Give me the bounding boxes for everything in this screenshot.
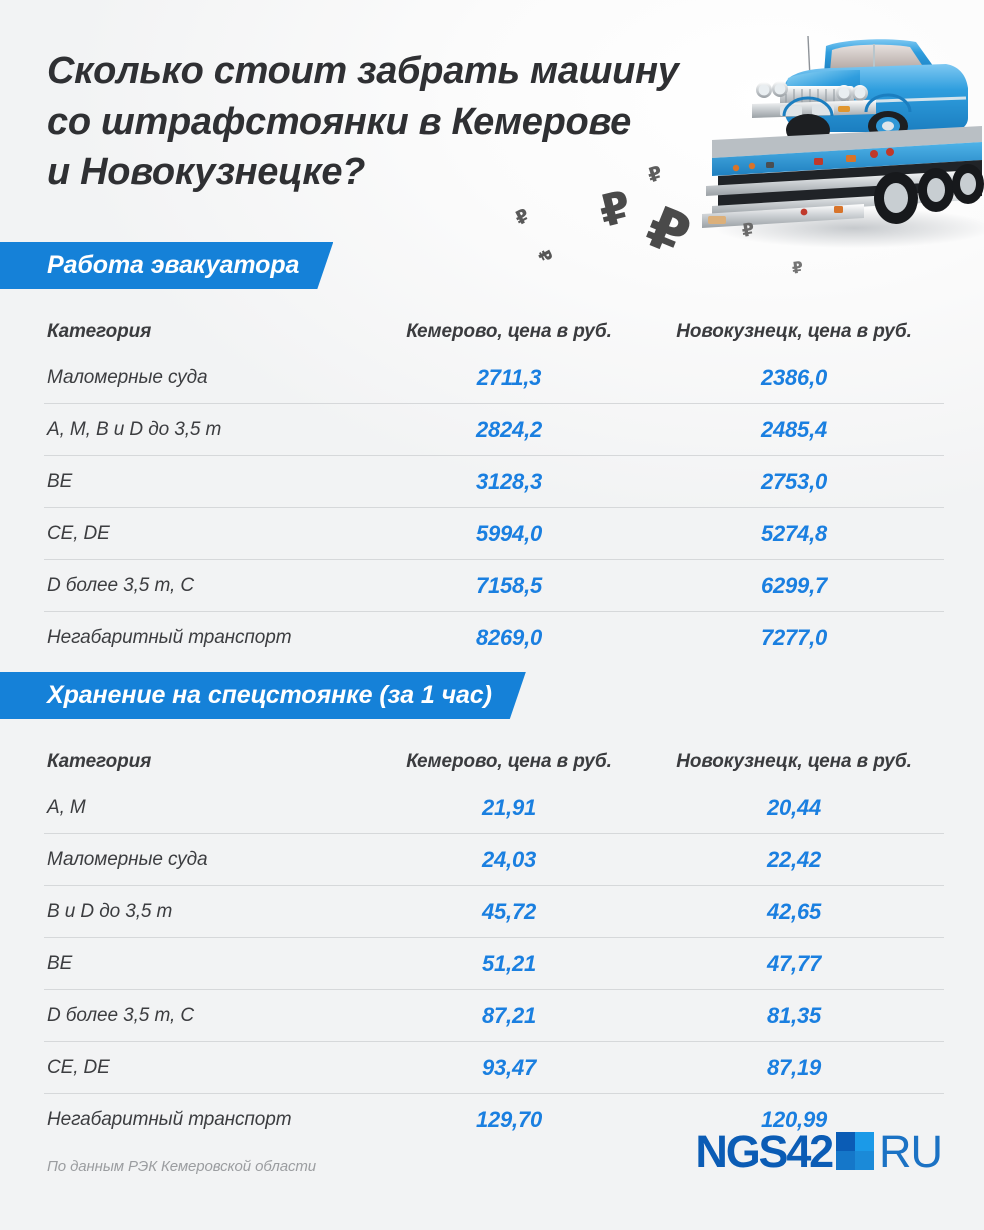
table-row: CE, DE 5994,0 5274,8 xyxy=(44,508,944,560)
column-header-category: Категория xyxy=(47,751,152,772)
logo-wordmark-ngs42: NGS42 xyxy=(695,1125,834,1177)
row-value-novokuznetsk: 6299,7 xyxy=(760,572,828,598)
table-row: CE, DE 93,47 87,19 xyxy=(44,1042,944,1094)
row-value-kemerovo: 45,72 xyxy=(481,898,537,924)
row-value-kemerovo: 5994,0 xyxy=(475,520,543,546)
row-category: CE, DE xyxy=(47,522,110,544)
row-category: A, M xyxy=(47,796,86,818)
table-row: Негабаритный транспорт 129,70 120,99 xyxy=(44,1094,944,1146)
row-value-novokuznetsk: 47,77 xyxy=(766,950,822,976)
row-value-kemerovo: 24,03 xyxy=(481,846,537,872)
row-category: D более 3,5 т, C xyxy=(47,574,194,596)
table-header-row: Категория Кемерово, цена в руб. Новокузн… xyxy=(44,742,944,782)
column-header-novokuznetsk: Новокузнецк, цена в руб. xyxy=(676,321,912,342)
row-value-novokuznetsk: 2386,0 xyxy=(760,364,828,390)
section-banner-storage: Хранение на спецстоянке (за 1 час) xyxy=(0,672,526,719)
ruble-icon: ₽ xyxy=(636,191,700,271)
row-category: Маломерные суда xyxy=(47,848,208,870)
row-value-kemerovo: 8269,0 xyxy=(475,625,543,650)
table-row: Маломерные суда 2711,3 2386,0 xyxy=(44,352,944,404)
table-row: A, M 21,91 20,44 xyxy=(44,782,944,834)
row-value-kemerovo: 51,21 xyxy=(481,950,537,976)
logo-square-icon xyxy=(836,1132,874,1170)
section-banner-label: Работа эвакуатора xyxy=(47,251,300,279)
section-banner-label: Хранение на спецстоянке (за 1 час) xyxy=(47,681,492,709)
table-header-row: Категория Кемерово, цена в руб. Новокузн… xyxy=(44,312,944,352)
row-value-novokuznetsk: 87,19 xyxy=(766,1054,822,1080)
row-value-novokuznetsk: 20,44 xyxy=(766,794,822,820)
row-value-novokuznetsk: 22,42 xyxy=(766,846,822,872)
ngs42-logo[interactable]: NGS42 RU xyxy=(695,1125,943,1177)
table-row: B и D до 3,5 т 45,72 42,65 xyxy=(44,886,944,938)
column-header-kemerovo: Кемерово, цена в руб. xyxy=(406,751,612,772)
ruble-icon: ₽ xyxy=(740,219,757,242)
table-row: D более 3,5 т, C 87,21 81,35 xyxy=(44,990,944,1042)
table-row: BE 51,21 47,77 xyxy=(44,938,944,990)
row-category: Негабаритный транспорт xyxy=(47,627,292,648)
row-value-novokuznetsk: 42,65 xyxy=(766,898,822,924)
row-category: BE xyxy=(47,952,73,974)
row-value-kemerovo: 7158,5 xyxy=(475,572,543,598)
row-category: Маломерные суда xyxy=(47,366,208,388)
row-category: CE, DE xyxy=(47,1056,110,1078)
table-row: Негабаритный транспорт 8269,0 7277,0 xyxy=(44,612,944,664)
row-value-kemerovo: 87,21 xyxy=(481,1002,537,1028)
table-row: Маломерные суда 24,03 22,42 xyxy=(44,834,944,886)
row-value-novokuznetsk: 2485,4 xyxy=(760,416,828,442)
row-category: Негабаритный транспорт xyxy=(47,1109,292,1130)
column-header-novokuznetsk: Новокузнецк, цена в руб. xyxy=(676,751,912,772)
row-category: BE xyxy=(47,470,73,492)
ruble-icon: ₽ xyxy=(790,257,805,278)
table-row: A, M, B и D до 3,5 т 2824,2 2485,4 xyxy=(44,404,944,456)
page-title: Сколько стоит забрать машину со штрафсто… xyxy=(47,50,679,194)
row-category: D более 3,5 т, C xyxy=(47,1004,194,1026)
row-value-kemerovo: 129,70 xyxy=(475,1107,543,1132)
row-value-kemerovo: 21,91 xyxy=(481,794,537,820)
row-category: B и D до 3,5 т xyxy=(47,900,173,922)
row-value-novokuznetsk: 2753,0 xyxy=(760,468,828,494)
row-value-kemerovo: 2711,3 xyxy=(476,364,542,390)
ruble-icon: ₽ xyxy=(532,246,556,267)
table-row: D более 3,5 т, C 7158,5 6299,7 xyxy=(44,560,944,612)
ruble-icon: ₽ xyxy=(511,204,534,230)
table-tow-truck-work: Категория Кемерово, цена в руб. Новокузн… xyxy=(44,312,944,664)
column-header-kemerovo: Кемерово, цена в руб. xyxy=(406,321,612,342)
column-header-category: Категория xyxy=(47,321,152,342)
row-value-novokuznetsk: 81,35 xyxy=(766,1002,822,1028)
logo-wordmark-ru: RU xyxy=(879,1125,943,1177)
row-category: A, M, B и D до 3,5 т xyxy=(47,418,222,440)
row-value-kemerovo: 3128,3 xyxy=(475,468,543,494)
table-storage: Категория Кемерово, цена в руб. Новокузн… xyxy=(44,742,944,1146)
row-value-kemerovo: 2824,2 xyxy=(475,416,543,442)
section-banner-tow-truck-work: Работа эвакуатора xyxy=(0,242,333,289)
table-row: BE 3128,3 2753,0 xyxy=(44,456,944,508)
row-value-novokuznetsk: 5274,8 xyxy=(760,520,828,546)
row-value-novokuznetsk: 7277,0 xyxy=(760,625,828,650)
source-note: По данным РЭК Кемеровской области xyxy=(47,1158,316,1175)
row-value-kemerovo: 93,47 xyxy=(481,1054,537,1080)
row-value-novokuznetsk: 120,99 xyxy=(760,1107,828,1132)
